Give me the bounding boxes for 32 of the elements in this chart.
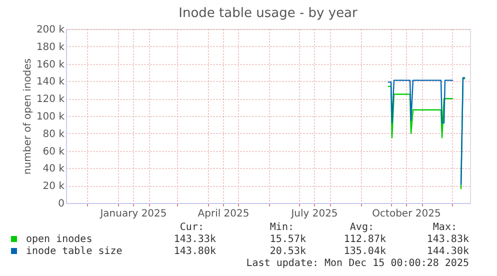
y-tick-label: 140 k (36, 76, 65, 88)
text: 112.87k (344, 234, 386, 245)
legend-label: open inodes (26, 234, 92, 245)
text: 144.30k (426, 246, 469, 257)
y-tick-label: 100 k (36, 112, 65, 122)
text: 20.53k (270, 246, 306, 257)
y-tick-label: 20 k (42, 181, 65, 192)
chart-title: Inode table usage - by year (178, 6, 358, 21)
y-tick-label: 0 (58, 198, 64, 210)
text: 143.83k (426, 234, 469, 245)
text: Min: (270, 222, 294, 233)
text: 143.33k (174, 234, 216, 245)
y-tick-label: 60 k (42, 146, 65, 158)
y-tick-label: 180 k (36, 42, 65, 53)
y-axis-title: number of open inodes (22, 58, 34, 175)
x-tick-label: October 2025 (372, 208, 441, 220)
text: Cur: (180, 222, 204, 233)
y-tick-label: 160 k (36, 59, 65, 70)
legend-label: inode table size (26, 246, 122, 257)
y-tick-label: 80 k (42, 128, 65, 140)
text: 15.57k (270, 234, 306, 245)
text: 143.80k (174, 246, 216, 257)
x-tick-label: April 2025 (198, 208, 250, 220)
x-tick-label: January 2025 (99, 208, 167, 220)
text: Max: (432, 222, 457, 233)
text: Last update: Mon Dec 15 00:00:28 2025 (246, 258, 469, 269)
x-tick-label: July 2025 (290, 208, 338, 220)
y-tick-label: 40 k (42, 164, 65, 175)
text: Avg: (350, 222, 374, 233)
y-tick-label: 200 k (36, 24, 65, 36)
y-tick-label: 120 k (36, 94, 65, 106)
text: 135.04k (344, 246, 386, 257)
